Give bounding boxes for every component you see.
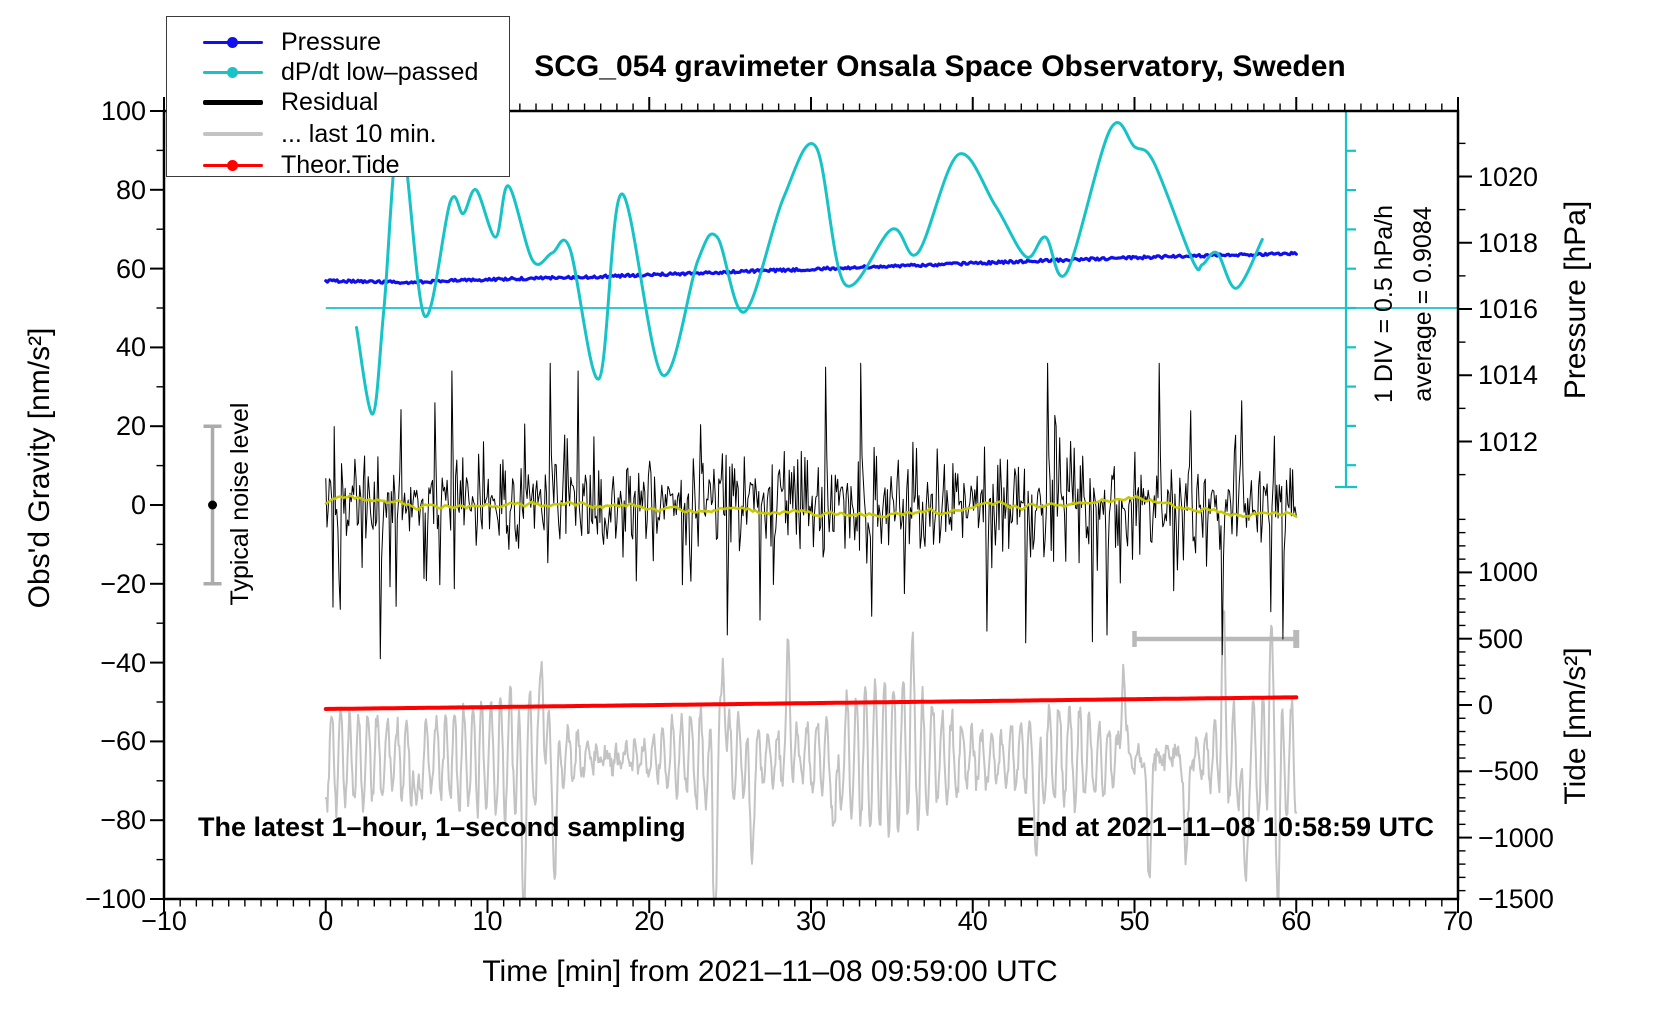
x-tick-label: −10 [141,906,187,936]
x-tick-label: 70 [1442,906,1474,936]
pressure-tick-label: 1012 [1478,426,1539,457]
tide-tick-label: −1500 [1478,884,1554,914]
gravity-tick-label: 80 [115,174,146,205]
x-tick-label: 10 [472,906,503,936]
average-annotation: average = 0.9084 [1409,206,1437,402]
tide-tick-label: 1000 [1478,557,1539,588]
y-axis-title-gravity: Obs'd Gravity [nm/s²] [23,327,56,609]
dpdt-scalebar [1335,111,1357,489]
last10-segment-bar [1132,629,1300,648]
gravity-tick-label: 0 [130,490,146,520]
gravity-tick-label: 40 [115,332,146,363]
legend-sample-dot [227,66,238,78]
tide-tick-label: 0 [1478,690,1494,720]
page-title: SCG_054 gravimeter Onsala Space Observat… [534,50,1346,83]
noise-errorbar-dot [208,500,218,510]
plot-frame [162,109,1460,901]
residual-series [325,362,1297,660]
sampling-note: The latest 1–hour, 1–second sampling [198,812,686,842]
legend-sample-dot [227,36,238,48]
residual-smoothed-series [324,494,1298,519]
gravity-tick-label: 20 [115,411,146,442]
end-time-note: End at 2021–11–08 10:58:59 UTC [1016,812,1434,842]
pressure-tick-label: 1018 [1478,227,1539,258]
legend: Pressure dP/dt low–passed Residual ... last… [166,16,510,179]
legend-item-label: Pressure [281,28,382,56]
legend-item-label: ... last 10 min. [281,120,437,148]
pressure-tick-label: 1016 [1478,294,1539,324]
legend-item-label: dP/dt low–passed [281,58,479,86]
pressure-tick-label: 1014 [1478,360,1539,391]
x-axis-title: Time [min] from 2021–11–08 09:59:00 UTC [482,955,1058,988]
gravity-tick-label: −20 [100,568,146,599]
tide-tick-label: −500 [1478,756,1539,787]
noise-level-annotation: Typical noise level [226,402,254,606]
last10-series [324,610,1298,899]
legend-item-label: Theor.Tide [281,151,400,179]
x-tick-label: 30 [795,906,827,936]
pressure-series [324,250,1298,286]
pressure-tick-label: 1020 [1478,161,1539,192]
div-scale-annotation: 1 DIV = 0.5 hPa/h [1370,204,1398,404]
tide-tick-label: −1000 [1478,822,1554,853]
legend-sample-line [203,99,263,105]
x-tick-label: 50 [1119,906,1150,936]
x-tick-label: 40 [957,906,988,936]
tide-tick-label: 500 [1478,623,1524,654]
gravity-tick-label: −40 [100,647,146,678]
dpdt-series [355,121,1264,416]
gravity-tick-label: 100 [100,96,146,126]
axis-ticks [150,97,1472,913]
legend-sample-line [203,132,263,136]
gravity-tick-label: 60 [115,253,146,284]
legend-item-label: Residual [281,88,379,116]
gravity-tick-label: −80 [100,805,146,836]
x-tick-label: 60 [1281,906,1312,936]
gravity-tick-label: −60 [100,726,146,757]
legend-sample-dot [227,159,238,171]
x-tick-label: 0 [318,906,334,936]
x-tick-label: 20 [634,906,665,936]
tide-series [323,695,1299,711]
gravity-tick-label: −100 [85,884,146,914]
